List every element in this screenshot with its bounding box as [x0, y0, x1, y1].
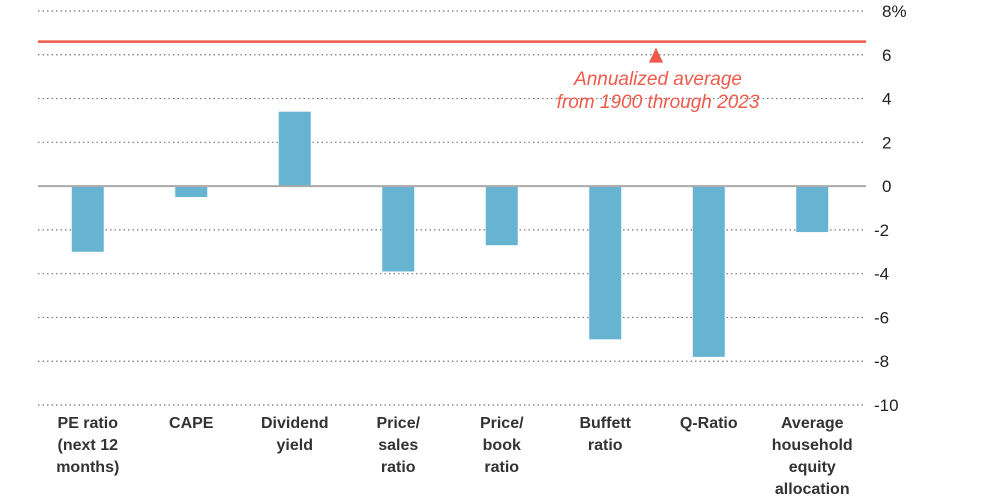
y-tick-label: -4 — [874, 265, 889, 284]
y-tick-label: 0 — [882, 177, 891, 196]
category-label: household — [772, 437, 853, 454]
y-tick-label: -6 — [874, 308, 889, 327]
category-label: ratio — [588, 437, 623, 454]
category-label: yield — [277, 437, 313, 454]
bar — [589, 186, 622, 340]
bar — [796, 186, 829, 233]
y-tick-label: 6 — [882, 46, 891, 65]
category-label: ratio — [484, 459, 519, 476]
category-label: Average — [781, 415, 844, 432]
category-label: ratio — [381, 459, 416, 476]
category-label: (next 12 — [58, 437, 119, 454]
category-label: Buffett — [579, 415, 631, 432]
category-label: book — [483, 437, 521, 454]
y-tick-label: 4 — [882, 90, 891, 109]
category-label: sales — [378, 437, 418, 454]
category-label: Dividend — [261, 415, 329, 432]
category-label: Q-Ratio — [680, 415, 738, 432]
triangle-marker-icon — [649, 47, 663, 63]
category-label: Price/ — [480, 415, 524, 432]
category-label: CAPE — [169, 415, 214, 432]
bar — [175, 186, 208, 198]
bar — [278, 111, 311, 187]
bar — [382, 186, 415, 272]
y-tick-label: 2 — [882, 133, 891, 152]
category-label: months) — [56, 459, 119, 476]
category-label: allocation — [775, 481, 850, 498]
bar — [692, 186, 725, 357]
bar — [485, 186, 518, 246]
y-tick-label: -2 — [874, 221, 889, 240]
category-label: PE ratio — [58, 415, 119, 432]
category-label: equity — [789, 459, 836, 476]
y-tick-label: -8 — [874, 352, 889, 371]
bar — [71, 186, 104, 252]
category-label: Price/ — [376, 415, 420, 432]
annotation-text: Annualized average — [573, 69, 742, 90]
y-tick-label: -10 — [874, 396, 899, 415]
annotation-text: from 1900 through 2023 — [557, 92, 760, 113]
y-tick-label: 8% — [882, 2, 907, 21]
